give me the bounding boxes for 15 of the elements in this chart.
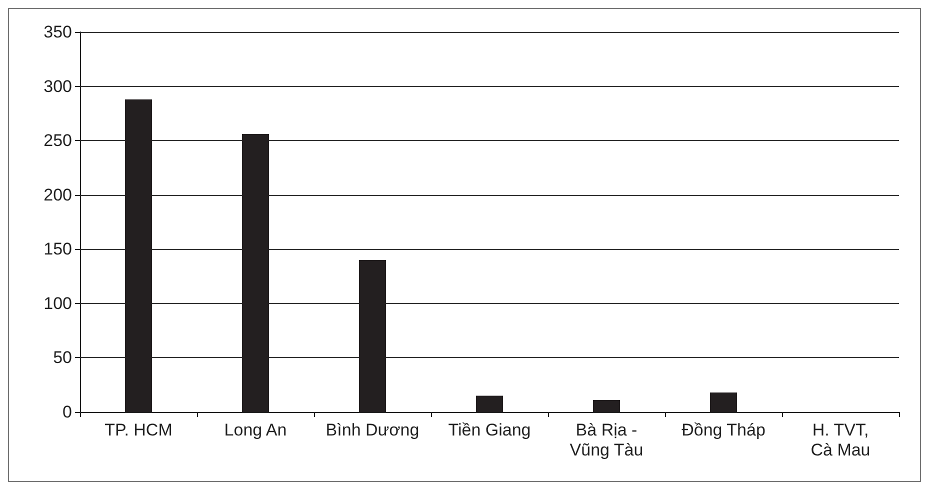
y-tick-label: 150 bbox=[44, 240, 72, 259]
y-tick-label: 200 bbox=[44, 185, 72, 204]
y-tick-label: 100 bbox=[44, 294, 72, 313]
y-tick-label: 50 bbox=[53, 348, 72, 368]
x-tick-label: Tiền Giang bbox=[448, 420, 531, 440]
y-tick-label: 300 bbox=[44, 76, 72, 96]
x-tick-label: Bình Dương bbox=[326, 420, 420, 440]
x-tick-label: Long An bbox=[224, 420, 287, 440]
y-tick-label: 0 bbox=[62, 402, 72, 422]
y-tick-label: 250 bbox=[44, 131, 72, 150]
x-tick-label: TP. HCM bbox=[104, 420, 172, 440]
x-tick-label: Đồng Tháp bbox=[682, 420, 766, 440]
y-tick-label: 350 bbox=[44, 22, 72, 42]
x-tick-label: Bà Rịa - Vũng Tàu bbox=[570, 420, 644, 460]
x-tick-label: H. TVT, Cà Mau bbox=[810, 420, 870, 460]
